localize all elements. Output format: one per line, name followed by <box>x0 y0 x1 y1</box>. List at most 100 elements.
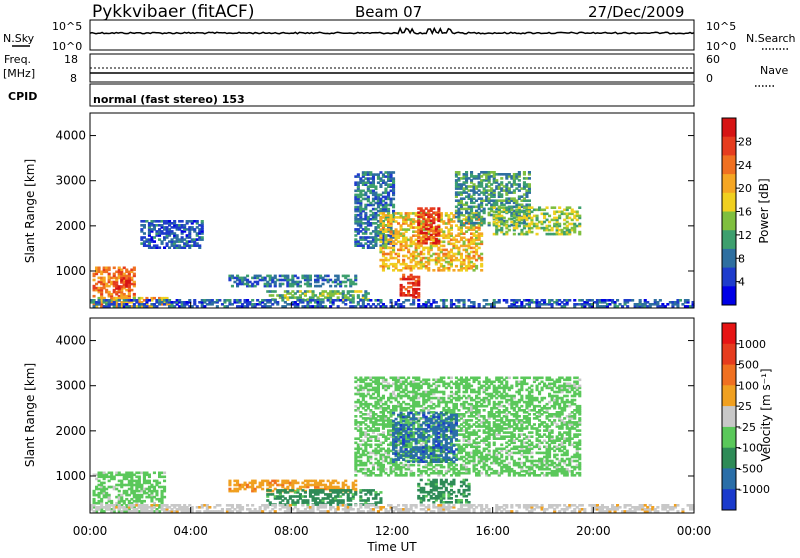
power-cell <box>488 222 491 225</box>
power-cell <box>188 299 191 302</box>
power-cell <box>269 299 272 302</box>
power-cell <box>530 231 533 234</box>
power-cell <box>503 217 506 220</box>
power-cell <box>173 220 176 223</box>
power-cell <box>445 305 448 308</box>
power-cell <box>463 299 466 302</box>
power-cell <box>573 299 576 302</box>
power-cell <box>228 299 231 302</box>
power-cell <box>452 269 455 272</box>
power-cell <box>576 211 579 214</box>
power-cell <box>480 232 483 235</box>
power-cell <box>407 290 410 293</box>
power-cell <box>427 267 430 270</box>
power-cell <box>500 221 503 224</box>
date-title: 27/Dec/2009 <box>588 3 684 21</box>
power-cell <box>528 171 531 174</box>
nsearch-tick-top: 10^5 <box>706 20 736 33</box>
power-cell <box>135 299 138 302</box>
power-cell <box>417 288 420 291</box>
power-cell <box>578 206 581 209</box>
velocity-cell <box>148 480 151 483</box>
power-cell <box>483 218 486 221</box>
power-cell <box>480 253 483 256</box>
power-cell <box>558 206 561 209</box>
nave-tick-top: 60 <box>706 53 720 66</box>
power-cell <box>508 225 511 228</box>
velocity-cell <box>427 379 430 382</box>
power-cell <box>500 181 503 184</box>
velocity-cell <box>442 377 445 380</box>
power-cell <box>148 299 151 302</box>
power-cell <box>450 224 453 227</box>
power-cell <box>465 171 468 174</box>
power-cell <box>631 299 634 302</box>
power-cell <box>412 299 415 302</box>
power-cell <box>329 285 332 288</box>
power-cell <box>437 305 440 308</box>
power-cell <box>337 275 340 278</box>
power-cell <box>432 269 435 272</box>
velocity-cell <box>108 494 111 497</box>
power-colorbar-tick-label: 4 <box>738 276 745 289</box>
power-cell <box>369 299 372 302</box>
power-cell <box>480 263 483 266</box>
nave-label: Nave <box>760 64 788 77</box>
velocity-cell <box>148 474 151 477</box>
power-cell <box>460 212 463 215</box>
power-cell <box>536 233 539 236</box>
velocity-cell <box>354 484 357 487</box>
velocity-cell <box>93 498 96 501</box>
power-ytick-label: 3000 <box>55 174 86 188</box>
power-cell <box>578 223 581 226</box>
power-cell <box>500 227 503 230</box>
power-cell <box>216 305 219 308</box>
power-cell <box>384 234 387 237</box>
power-cell <box>528 204 531 207</box>
power-cell <box>193 299 196 302</box>
velocity-cell <box>349 489 352 492</box>
power-cell <box>274 275 277 278</box>
power-cell <box>344 299 347 302</box>
power-heatmap <box>90 171 695 308</box>
power-cell <box>437 230 440 233</box>
power-cell <box>274 290 277 293</box>
power-cell <box>437 213 440 216</box>
power-cell <box>196 220 199 223</box>
power-cell <box>500 193 503 196</box>
power-cell <box>402 274 405 277</box>
power-cell <box>508 229 511 232</box>
power-cell <box>201 220 204 223</box>
power-cell <box>546 206 549 209</box>
power-cell <box>536 215 539 218</box>
nsky-tick-bottom: 10^0 <box>52 40 82 53</box>
velocity-cell <box>296 482 299 485</box>
power-cell <box>397 299 400 302</box>
power-cell <box>392 204 395 207</box>
power-cell <box>417 236 420 239</box>
beam-title: Beam 07 <box>355 3 422 21</box>
power-cell <box>485 299 488 302</box>
power-cell <box>286 275 289 278</box>
power-cell <box>518 183 521 186</box>
power-colorbar-tick-label: 16 <box>738 206 752 219</box>
power-cell <box>568 299 571 302</box>
power-colorbar-step <box>722 268 736 287</box>
power-cell <box>392 247 395 250</box>
velocity-cell <box>110 500 113 503</box>
velocity-cell <box>377 427 380 430</box>
power-cell <box>518 206 521 209</box>
power-cell <box>495 179 498 182</box>
power-cell <box>505 299 508 302</box>
velocity-cell <box>387 405 390 408</box>
power-cell <box>442 230 445 233</box>
power-cell <box>367 228 370 231</box>
velocity-cell <box>407 377 410 380</box>
power-cell <box>387 208 390 211</box>
power-cell <box>427 299 430 302</box>
power-cell <box>113 267 116 270</box>
power-cell <box>392 210 395 213</box>
power-cell <box>251 299 254 302</box>
power-cell <box>518 171 521 174</box>
